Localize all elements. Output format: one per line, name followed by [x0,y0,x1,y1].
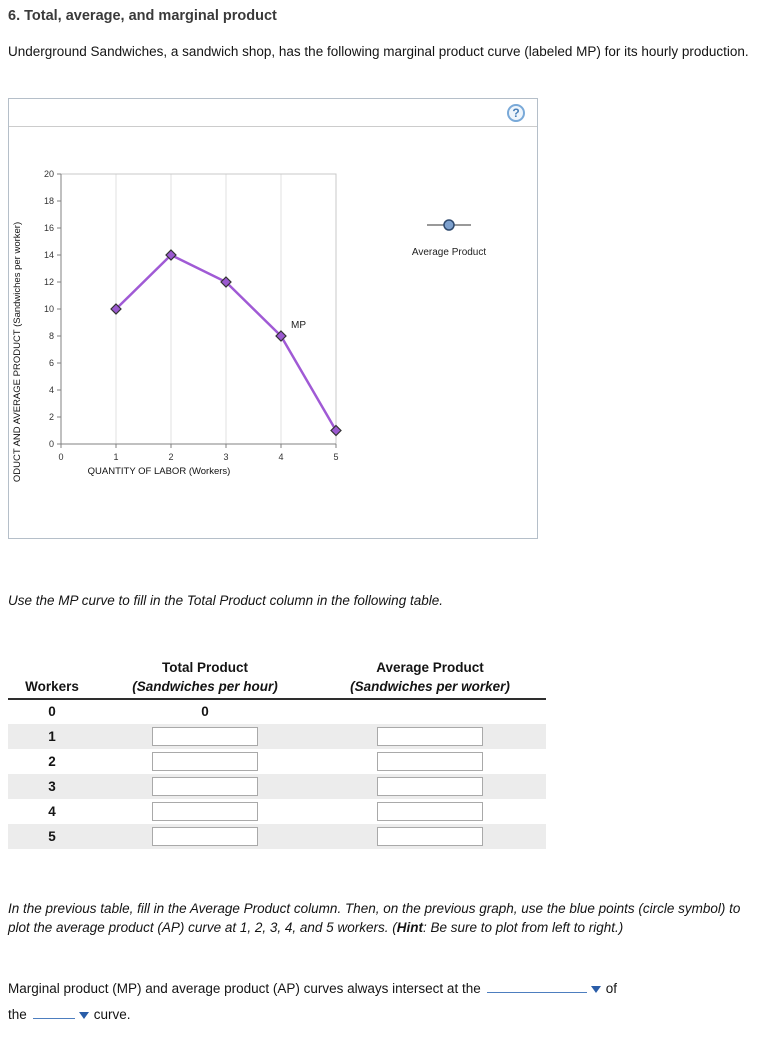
workers-cell: 1 [48,728,56,744]
ap-legend-label: Average Product [411,247,487,259]
ap-instruction: In the previous table, fill in the Avera… [8,899,760,938]
table-row: 3 [8,773,546,799]
average-product-input-2[interactable] [377,751,483,771]
final-text-3: the [8,1006,27,1022]
y-tick-label: 10 [44,304,54,314]
product-table: Total Product Average Product Workers (S… [8,658,546,849]
average-product-input-3[interactable] [377,776,483,796]
table-row: 0 0 [8,699,546,724]
y-tick-label: 2 [49,412,54,422]
workers-cell: 5 [48,828,56,844]
final-text-1: Marginal product (MP) and average produc… [8,980,481,996]
mp-curve-label: MP [291,320,306,331]
workers-cell: 2 [48,753,56,769]
final-question: Marginal product (MP) and average produc… [8,976,760,1029]
ap-legend-point-icon[interactable] [427,218,471,232]
workers-header: Workers [8,676,96,700]
ap-instruction-text: In the previous table, fill in the Avera… [8,900,741,936]
table-row: 1 [8,723,546,749]
dropdown-arrow-icon[interactable] [590,985,601,993]
y-tick-label: 12 [44,277,54,287]
final-text-4: curve. [93,1006,131,1022]
average-product-input-4[interactable] [377,801,483,821]
x-axis-label: QUANTITY OF LABOR (Workers) [88,466,231,477]
ap-instruction-text-2: : Be sure to plot from left to right.) [422,920,624,936]
x-tick-label: 4 [278,452,283,462]
y-tick-label: 4 [49,385,54,395]
total-product-value-0: 0 [201,704,209,719]
x-tick-label: 5 [333,452,338,462]
total-product-cell [96,824,314,849]
average-product-subheader: (Sandwiches per worker) [314,676,546,700]
graph-panel-body: 0 2 4 6 8 10 12 14 16 18 20 0 1 2 3 4 5 MP QUANTITY OF LAB… [9,160,537,538]
y-tick-label: 18 [44,196,54,206]
dropdown-arrow-icon[interactable] [78,1011,89,1019]
average-product-cell [314,824,546,849]
mp-point[interactable] [330,424,342,437]
average-product-input-5[interactable] [377,826,483,846]
intro-paragraph: Underground Sandwiches, a sandwich shop,… [8,44,749,59]
workers-cell: 0 [48,704,56,719]
total-product-input-2[interactable] [152,751,258,771]
table-row: 2 [8,749,546,774]
total-product-input-3[interactable] [152,776,258,796]
total-product-cell: 0 [96,699,314,724]
dropdown-blank-1[interactable] [486,980,587,993]
total-product-header: Total Product [162,659,248,675]
total-product-subheader: (Sandwiches per hour) [96,676,314,700]
help-icon[interactable]: ? [507,104,525,123]
average-product-cell [314,699,546,724]
x-tick-label: 2 [168,452,173,462]
x-tick-label: 3 [223,452,228,462]
dropdown-blank-2[interactable] [32,1006,75,1019]
mp-point[interactable] [220,276,232,289]
average-product-cell [314,749,546,774]
total-product-input-1[interactable] [152,726,258,746]
workers-cell: 4 [48,803,56,819]
average-product-input-1[interactable] [377,726,483,746]
total-product-cell [96,749,314,774]
ap-legend: Average Product [394,218,504,258]
workers-cell: 3 [48,778,56,794]
table-header-row-2: Workers (Sandwiches per hour) (Sandwiche… [8,676,546,700]
graph-panel: ? 0 2 4 6 8 10 12 14 16 18 20 0 1 2 3 4 5 MP QUANTITY OF L… [8,98,538,540]
x-tick-label: 1 [113,452,118,462]
total-product-cell [96,724,314,749]
average-product-header: Average Product [376,659,484,675]
table-instruction: Use the MP curve to fill in the Total Pr… [8,593,443,609]
y-axis-label: ODUCT AND AVERAGE PRODUCT (Sandwiches pe… [12,222,23,482]
y-tick-label: 14 [44,250,54,260]
hint-label: Hint [396,920,423,936]
total-product-input-4[interactable] [152,801,258,821]
graph-panel-header: ? [9,99,537,128]
y-tick-label: 0 [49,439,54,449]
total-product-cell [96,799,314,824]
table-row: 4 [8,799,546,824]
y-tick-label: 8 [49,331,54,341]
question-title: 6. Total, average, and marginal product [8,8,277,24]
final-text-2: of [605,980,617,996]
total-product-cell [96,774,314,799]
average-product-cell [314,724,546,749]
table-row: 5 [8,823,546,849]
average-product-cell [314,774,546,799]
y-tick-label: 20 [44,169,54,179]
y-tick-label: 6 [49,358,54,368]
average-product-cell [314,799,546,824]
table-header-row-1: Total Product Average Product [8,658,546,677]
mp-point[interactable] [165,249,177,262]
mp-point[interactable] [110,303,122,316]
y-tick-label: 16 [44,223,54,233]
mp-point[interactable] [275,330,287,343]
total-product-input-5[interactable] [152,826,258,846]
x-tick-label: 0 [58,452,63,462]
